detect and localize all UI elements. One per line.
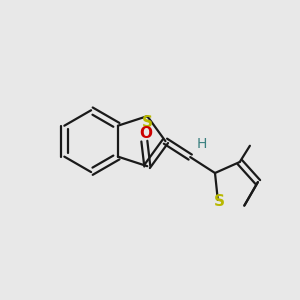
Text: S: S [142, 115, 153, 130]
Text: H: H [196, 137, 207, 151]
Text: S: S [214, 194, 225, 209]
Text: O: O [139, 126, 152, 141]
